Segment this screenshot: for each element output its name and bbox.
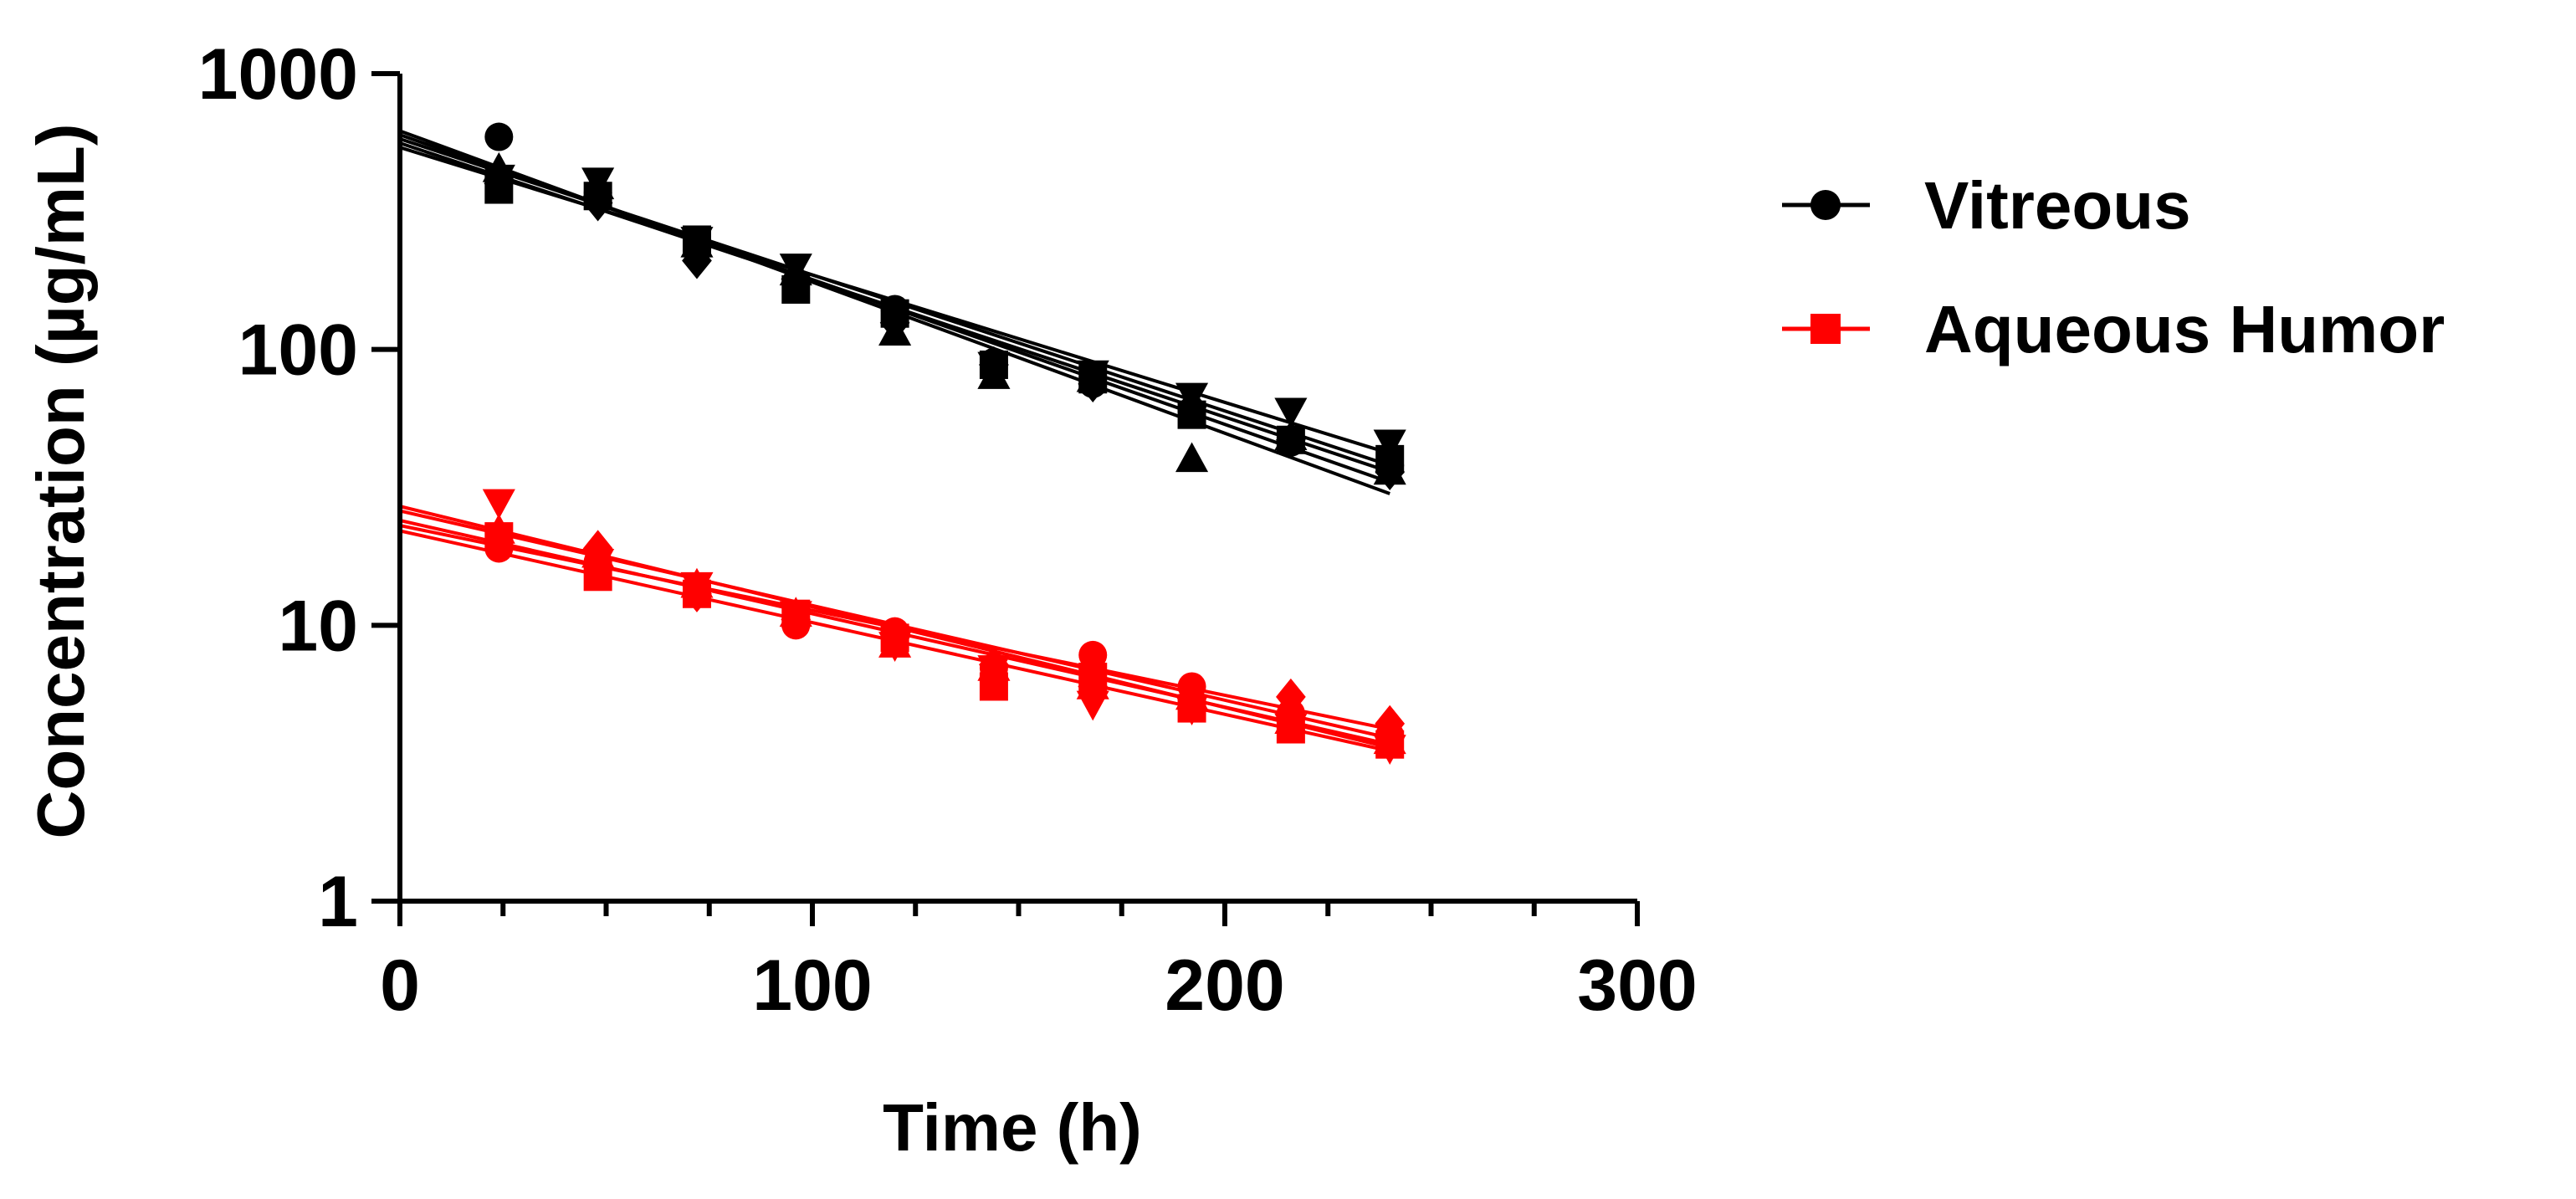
- x-axis-title: Time (h): [883, 1090, 1142, 1165]
- y-tick-label: 1: [318, 862, 358, 942]
- data-point: [781, 260, 812, 298]
- data-point: [1076, 690, 1109, 721]
- data-point: [484, 165, 515, 202]
- y-axis-title: Concentration (µg/mL): [23, 124, 98, 839]
- data-point: [1274, 397, 1308, 428]
- data-point: [484, 122, 514, 151]
- data-point: [1375, 453, 1406, 491]
- data-point: [1276, 421, 1306, 459]
- x-tick-label: 300: [1577, 945, 1698, 1026]
- data-point: [879, 619, 910, 657]
- data-point: [682, 575, 712, 612]
- data-point: [1373, 735, 1406, 766]
- y-tick-label: 1000: [198, 34, 358, 115]
- axes: 1 10 100 1000 0 100 200 300: [198, 34, 1698, 1026]
- data-point: [682, 242, 712, 279]
- data-point: [1373, 429, 1406, 460]
- data-point: [979, 346, 1009, 384]
- plot-area: [399, 122, 1406, 766]
- data-point: [582, 530, 613, 567]
- data-point: [979, 646, 1009, 684]
- data-point: [781, 601, 812, 638]
- data-point: [1375, 705, 1406, 742]
- square-icon: [1810, 314, 1841, 344]
- data-point: [581, 167, 615, 198]
- y-tick-label: 100: [238, 310, 359, 391]
- data-point: [680, 227, 714, 257]
- data-point: [484, 523, 515, 561]
- data-point: [1078, 365, 1109, 402]
- data-point: [1176, 388, 1207, 426]
- legend-label: Aqueous Humor: [1924, 292, 2445, 366]
- data-point: [879, 304, 910, 341]
- data-point: [582, 184, 613, 222]
- data-point: [1078, 640, 1108, 669]
- data-point: [1175, 442, 1209, 473]
- x-tick-label: 0: [380, 945, 420, 1026]
- y-tick-label: 10: [278, 586, 358, 666]
- legend-label: Vitreous: [1924, 168, 2191, 243]
- data-point: [1176, 678, 1207, 716]
- x-tick-label: 200: [1165, 945, 1285, 1026]
- circle-icon: [1810, 190, 1841, 220]
- data-point: [1276, 678, 1306, 716]
- data-point: [1274, 713, 1308, 744]
- data-point: [1078, 668, 1109, 705]
- data-point: [482, 489, 515, 520]
- legend: Vitreous Aqueous Humor: [1782, 168, 2445, 366]
- x-tick-label: 100: [752, 945, 873, 1026]
